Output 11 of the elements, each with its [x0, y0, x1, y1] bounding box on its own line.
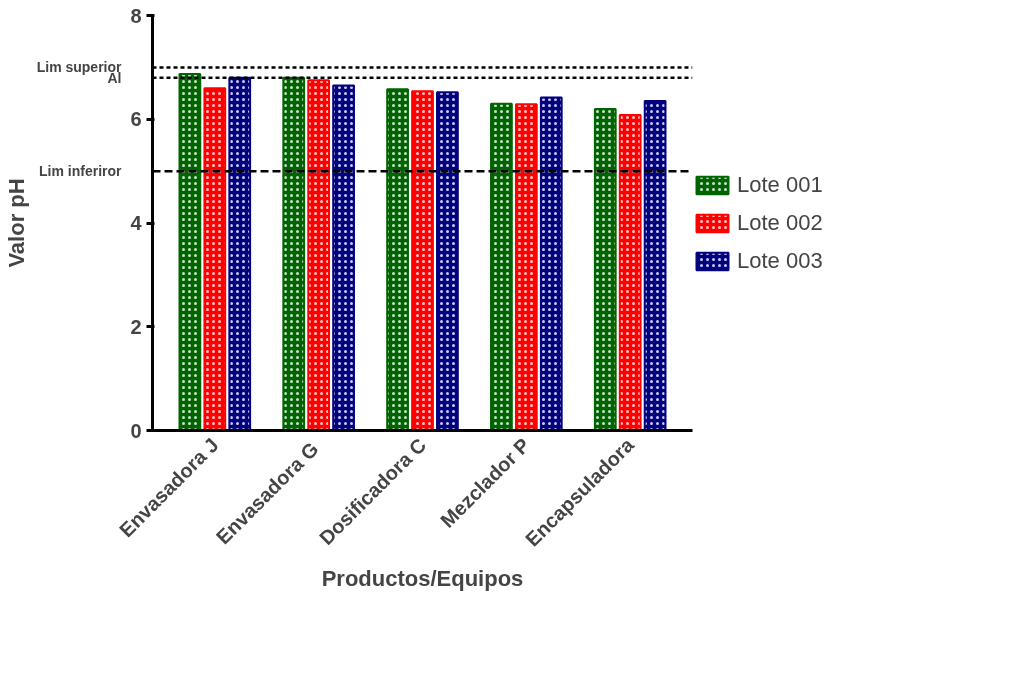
y-axis-title: Valor pH — [3, 178, 29, 268]
y-tick-label: 6 — [130, 108, 142, 131]
y-tick-label: 8 — [130, 4, 142, 27]
ref-line-label: Lim inferiror — [39, 163, 123, 180]
y-tick-label: 0 — [130, 419, 142, 442]
legend-label: Lote 002 — [737, 209, 823, 236]
legend-label: Lote 003 — [737, 247, 823, 274]
x-axis-title: Productos/Equipos — [321, 566, 524, 592]
y-tick-label: 4 — [130, 212, 143, 234]
y-tick-label: 2 — [130, 315, 142, 338]
legend-label: Lote 001 — [737, 171, 823, 198]
